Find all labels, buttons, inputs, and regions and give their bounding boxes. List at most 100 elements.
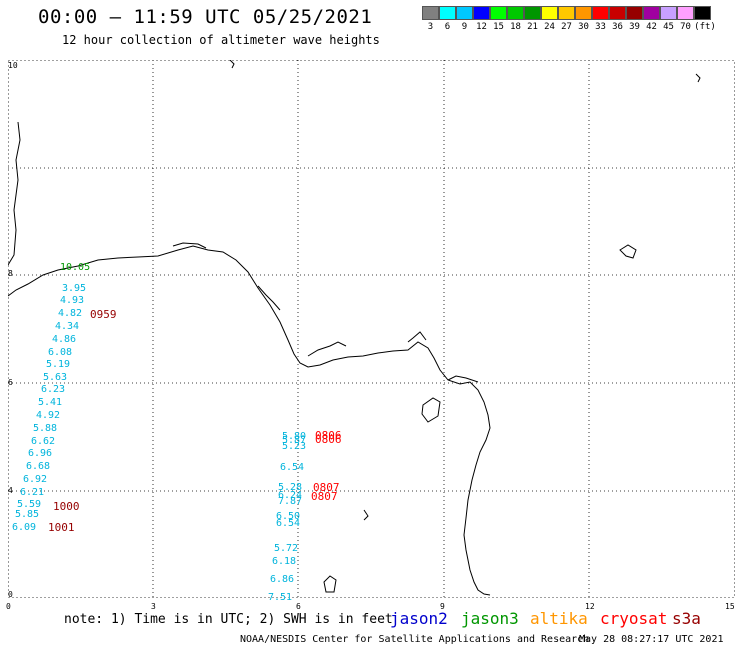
swh-value: 5.19	[46, 359, 71, 370]
swh-value: 6.96	[28, 448, 53, 459]
legend-swatch	[507, 6, 524, 20]
swh-value-jason3: 10.05	[60, 262, 91, 273]
legend-label: 15	[493, 22, 504, 32]
swh-value: 4.82	[58, 308, 83, 319]
swh-value: 5.85	[15, 509, 40, 520]
legend-swatch	[694, 6, 711, 20]
legend-label: 33	[595, 22, 606, 32]
credit-line: NOAA/NESDIS Center for Satellite Applica…	[240, 634, 590, 645]
swh-value: 6.50	[276, 511, 301, 522]
legend-swatch	[592, 6, 609, 20]
swh-value: 6.18	[272, 556, 297, 567]
y-tick: 8	[8, 269, 13, 278]
swh-value: 5.63	[43, 372, 68, 383]
legend-label: (ft)	[694, 22, 716, 32]
map-title: 00:00 – 11:59 UTC 05/25/2021	[38, 6, 373, 28]
legend-label: 9	[461, 22, 468, 32]
legend-swatch	[660, 6, 677, 20]
time-label-s3a: 1001	[48, 521, 75, 534]
legend-label: 3	[427, 22, 434, 32]
grid-lines	[8, 60, 735, 598]
legend-jason3: jason3	[461, 609, 519, 628]
legend-s3a: s3a	[672, 609, 701, 628]
legend-jason2: jason2	[390, 609, 448, 628]
generation-timestamp: May 28 08:27:17 UTC 2021	[579, 634, 724, 645]
legend-swatch	[490, 6, 507, 20]
time-label-cryosat: 0806	[315, 429, 342, 442]
swh-value: 6.08	[48, 347, 73, 358]
swh-value: 6.54	[276, 518, 301, 529]
legend-swatch	[626, 6, 643, 20]
legend-label: 6	[444, 22, 451, 32]
legend-label: 27	[561, 22, 572, 32]
legend-cryosat: cryosat	[600, 609, 668, 628]
plot-frame	[8, 60, 735, 598]
axis-ticks: 10 8 6 4 0	[8, 61, 18, 598]
x-tick: 0	[6, 602, 11, 611]
y-tick: 0	[8, 590, 13, 598]
legend-label: 21	[527, 22, 538, 32]
swh-value: 6.92	[23, 474, 48, 485]
legend-label: 18	[510, 22, 521, 32]
swh-value: 7.87	[278, 496, 303, 507]
y-tick: 6	[8, 378, 13, 387]
x-tick: 6	[296, 602, 301, 611]
x-tick: 15	[725, 602, 735, 611]
swh-value: 5.28	[278, 482, 303, 493]
x-tick: 3	[151, 602, 156, 611]
swh-value: 4.86	[52, 334, 77, 345]
legend-label: 36	[612, 22, 623, 32]
legend-swatch	[473, 6, 490, 20]
swh-value: 5.23	[282, 441, 307, 452]
time-label-cryosat: 0806	[315, 433, 342, 446]
legend-swatch	[677, 6, 694, 20]
legend-swatch	[609, 6, 626, 20]
coastline	[8, 60, 701, 596]
swh-value: 4.34	[55, 321, 80, 332]
legend-swatch	[422, 6, 439, 20]
swh-value: 5.88	[33, 423, 58, 434]
legend-label: 24	[544, 22, 555, 32]
time-label-cryosat: 0807	[313, 481, 340, 494]
legend-swatch	[558, 6, 575, 20]
map-subtitle: 12 hour collection of altimeter wave hei…	[62, 33, 380, 47]
swh-value: 5.72	[274, 543, 299, 554]
legend-swatch	[439, 6, 456, 20]
map-plot: 10 8 6 4 0	[8, 60, 735, 598]
time-label-cryosat: 0807	[311, 490, 338, 503]
swh-value: 6.54	[280, 462, 305, 473]
swh-value: 3.95	[62, 283, 87, 294]
swh-value: 6.68	[26, 461, 51, 472]
legend-label: 12	[476, 22, 487, 32]
swh-value: 5.41	[38, 397, 63, 408]
swh-value: 4.93	[60, 295, 85, 306]
swh-value: 6.62	[31, 436, 56, 447]
footnote: note: 1) Time is in UTC; 2) SWH is in fe…	[64, 612, 393, 627]
x-tick: 12	[585, 602, 595, 611]
swh-value: 6.23	[41, 384, 66, 395]
legend-swatch	[643, 6, 660, 20]
legend-swatch	[541, 6, 558, 20]
swh-value: 5.80	[282, 431, 307, 442]
swh-value: 7.51	[268, 592, 293, 603]
swh-value: 5.87	[282, 435, 307, 446]
legend-label: 42	[646, 22, 657, 32]
legend-label: 45	[663, 22, 674, 32]
color-legend	[422, 6, 711, 20]
swh-value: 6.21	[20, 487, 45, 498]
swh-value: 4.92	[36, 410, 61, 421]
legend-altika: altika	[530, 609, 588, 628]
legend-swatch	[456, 6, 473, 20]
time-label-s3a: 1000	[53, 500, 80, 513]
swh-value: 6.09	[12, 522, 37, 533]
legend-label: 70	[680, 22, 691, 32]
legend-swatch	[524, 6, 541, 20]
swh-value: 5.59	[17, 499, 42, 510]
x-tick: 9	[440, 602, 445, 611]
y-tick: 4	[8, 486, 13, 495]
swh-value: 6.24	[278, 490, 303, 501]
legend-label: 39	[629, 22, 640, 32]
y-tick: 10	[8, 61, 18, 70]
color-legend-labels: 3 6 9 12 15 18 21 24 27 30 33 36 39 42 45 70 (ft)	[422, 22, 716, 32]
legend-swatch	[575, 6, 592, 20]
